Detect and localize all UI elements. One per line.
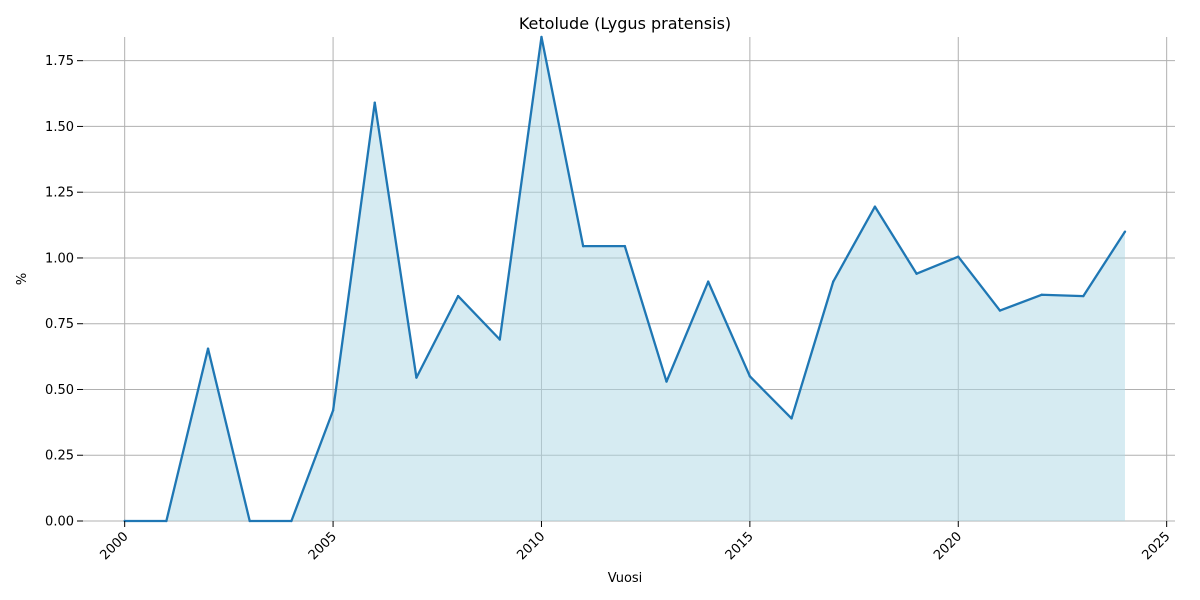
data-point bbox=[248, 519, 251, 523]
x-tick-label: 2020 bbox=[931, 529, 965, 563]
data-point bbox=[1082, 294, 1085, 298]
data-point bbox=[623, 244, 627, 248]
data-point bbox=[581, 244, 585, 248]
x-tick-label: 2015 bbox=[723, 529, 757, 563]
chart-title: Ketolude (Lygus pratensis) bbox=[519, 14, 731, 33]
x-tick-label: 2010 bbox=[514, 529, 548, 563]
data-point bbox=[373, 101, 376, 104]
y-tick-label: 0.25 bbox=[45, 449, 74, 464]
data-point bbox=[206, 347, 210, 350]
data-point bbox=[832, 280, 835, 283]
x-tick-label: 2000 bbox=[98, 529, 132, 563]
y-tick-label: 1.75 bbox=[45, 54, 74, 69]
y-tick-label: 0.00 bbox=[45, 515, 74, 530]
data-point bbox=[290, 519, 293, 523]
data-point bbox=[748, 375, 752, 378]
y-tick-label: 0.50 bbox=[45, 383, 74, 398]
data-point bbox=[415, 376, 418, 379]
y-tick-label: 1.00 bbox=[45, 251, 74, 266]
data-point bbox=[706, 280, 710, 283]
x-axis-label: Vuosi bbox=[608, 571, 643, 586]
data-point bbox=[540, 35, 543, 39]
data-point bbox=[498, 338, 501, 341]
x-tick-label: 2005 bbox=[306, 529, 340, 563]
data-point bbox=[1040, 293, 1043, 296]
area-layer bbox=[124, 37, 1125, 521]
x-tick-label: 2025 bbox=[1139, 529, 1173, 563]
data-point bbox=[665, 380, 668, 383]
data-point bbox=[915, 272, 918, 275]
line-layer bbox=[123, 35, 1127, 523]
data-point bbox=[1123, 230, 1127, 233]
data-point bbox=[790, 417, 793, 420]
data-point bbox=[456, 294, 460, 298]
y-tick-label: 0.75 bbox=[45, 317, 74, 332]
data-point bbox=[331, 409, 335, 412]
data-point bbox=[957, 255, 960, 258]
y-axis: 0.00 0.25 0.50 0.75 1.00 1.25 1.50 1.75 bbox=[45, 54, 83, 530]
data-point bbox=[998, 309, 1002, 312]
x-axis: 2000 2005 2010 2015 2020 2025 bbox=[98, 521, 1173, 563]
y-axis-label: % bbox=[15, 273, 30, 285]
y-tick-label: 1.50 bbox=[45, 120, 74, 135]
area-fill bbox=[124, 37, 1125, 521]
y-tick-label: 1.25 bbox=[45, 186, 74, 201]
data-point bbox=[873, 205, 877, 208]
data-point bbox=[165, 519, 168, 523]
